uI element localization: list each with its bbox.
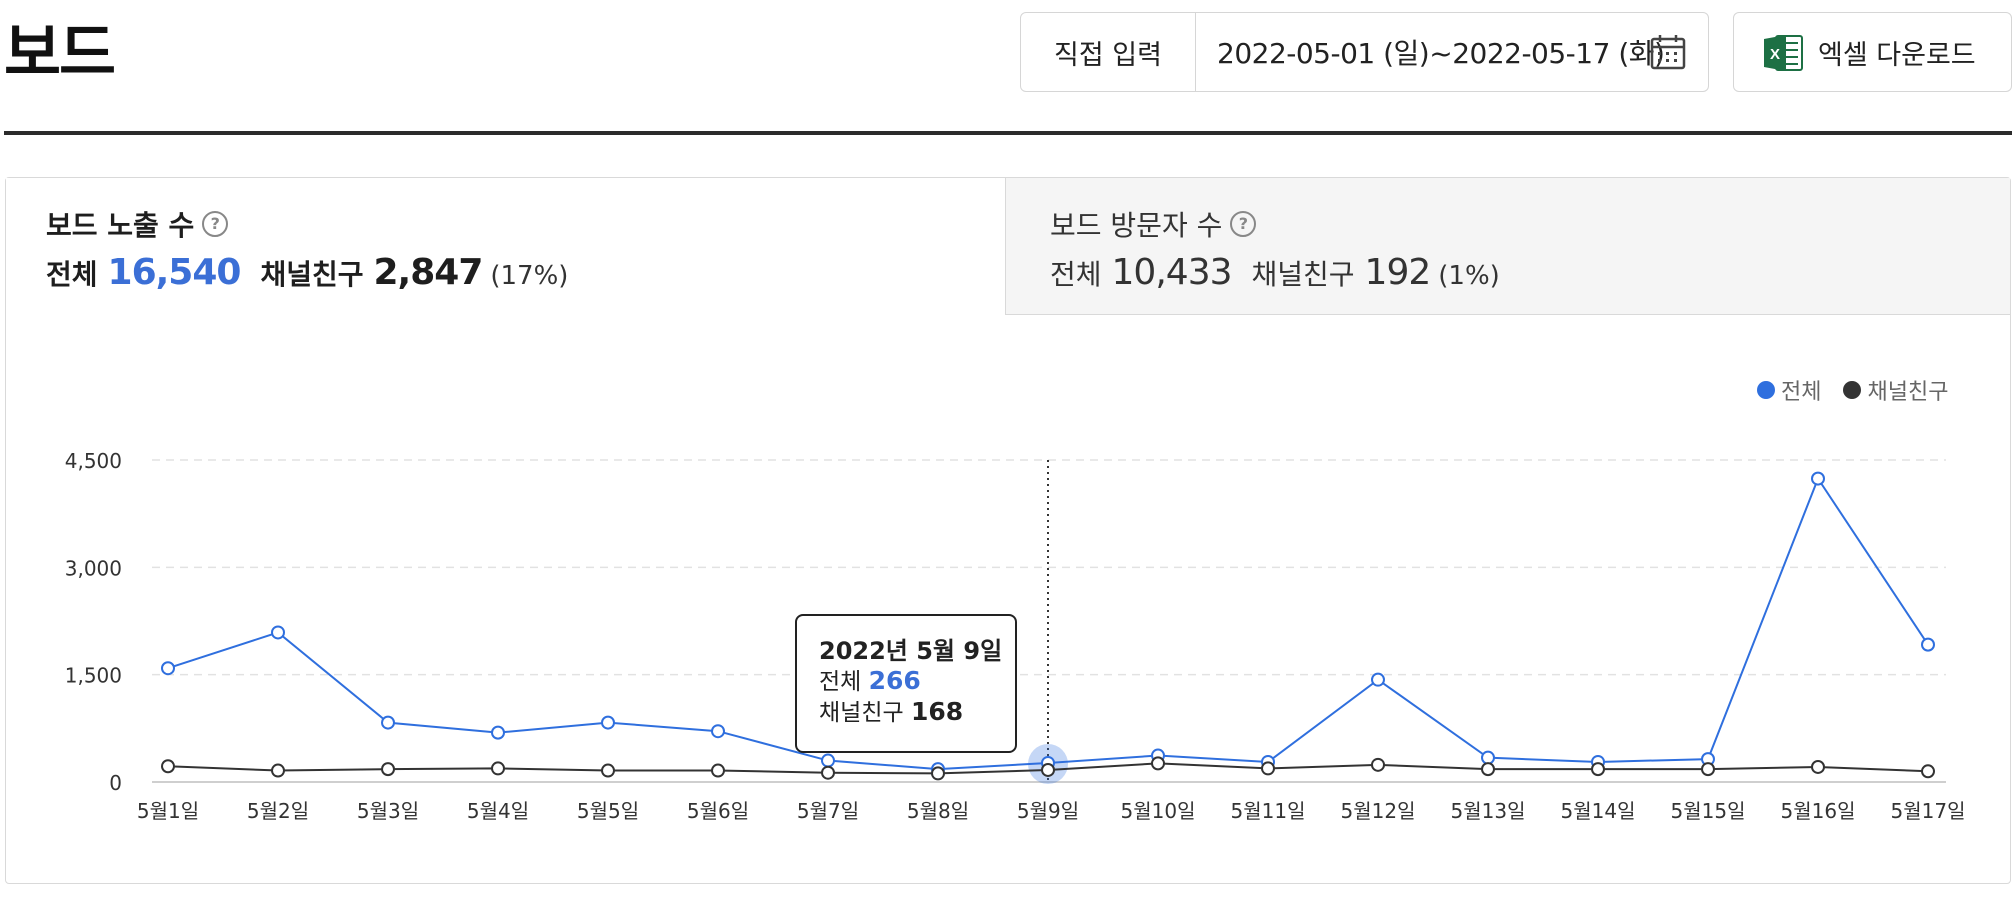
x-tick-label: 5월9일: [1017, 799, 1079, 823]
exposure-friends-pct: (17%): [490, 261, 569, 291]
data-point-total: [1481, 750, 1495, 765]
exposure-title-text: 보드 노출 수: [46, 209, 195, 242]
x-tick-label: 5월12일: [1341, 799, 1416, 823]
help-icon[interactable]: ?: [202, 211, 229, 237]
excel-download-button[interactable]: X 엑셀 다운로드: [1733, 12, 2012, 92]
y-tick-label: 4,500: [65, 449, 122, 473]
data-point-friends: [1811, 759, 1825, 774]
exposure-total-value: 16,540: [107, 252, 242, 293]
data-point-friends: [1921, 764, 1935, 779]
visitors-total-label: 전체: [1050, 258, 1102, 291]
data-point-friends: [601, 763, 615, 778]
data-point-friends: [1041, 762, 1055, 777]
data-point-friends: [381, 762, 395, 777]
data-point-friends: [1701, 762, 1715, 777]
x-tick-label: 5월3일: [357, 799, 419, 823]
y-tick-label: 0: [109, 771, 122, 795]
tab-board-exposure[interactable]: 보드 노출 수 ? 전체 16,540 채널친구 2,847 (17%): [6, 178, 1006, 314]
calendar-icon[interactable]: [1649, 33, 1687, 71]
exposure-values: 전체 16,540 채널친구 2,847 (17%): [46, 252, 568, 293]
tooltip-total-value: 266: [868, 666, 921, 695]
tooltip-total-label: 전체: [819, 669, 862, 695]
x-tick-label: 5월7일: [797, 799, 859, 823]
tab-board-visitors[interactable]: 보드 방문자 수 ? 전체 10,433 채널친구 192 (1%): [1005, 178, 2010, 315]
chart-legend: 전체 채널친구: [1757, 374, 1970, 406]
data-point-friends: [161, 759, 175, 774]
header-divider: [4, 131, 2012, 135]
data-point-friends: [711, 763, 725, 778]
x-tick-label: 5월2일: [247, 799, 309, 823]
visitors-total-value: 10,433: [1111, 252, 1233, 293]
data-point-friends: [931, 766, 945, 781]
data-point-friends: [491, 761, 505, 776]
x-tick-label: 5월14일: [1561, 799, 1636, 823]
visitors-friends-label: 채널친구: [1251, 258, 1355, 291]
x-tick-label: 5월8일: [907, 799, 969, 823]
x-tick-label: 5월1일: [137, 799, 199, 823]
x-tick-label: 5월4일: [467, 799, 529, 823]
data-point-friends: [821, 765, 835, 780]
data-point-friends: [1371, 757, 1385, 772]
legend-dot-total: [1757, 381, 1775, 399]
data-point-total: [601, 715, 615, 730]
data-point-friends: [271, 763, 285, 778]
tooltip-total-row: 전체 266: [819, 666, 1015, 697]
tooltip-friends-value: 168: [910, 697, 964, 726]
legend-dot-friends: [1843, 381, 1862, 399]
data-point-total: [491, 725, 505, 740]
visitors-friends-value: 192: [1364, 252, 1432, 293]
data-point-friends: [1481, 762, 1495, 777]
visitors-values: 전체 10,433 채널친구 192 (1%): [1050, 252, 1500, 293]
legend-label-total: 전체: [1781, 380, 1822, 405]
y-tick-label: 1,500: [65, 664, 122, 688]
legend-item-total[interactable]: 전체: [1757, 374, 1821, 406]
excel-icon: X: [1764, 35, 1803, 71]
x-tick-label: 5월11일: [1231, 799, 1306, 823]
date-range-picker[interactable]: 직접 입력 2022-05-01 (일)~2022-05-17 (화): [1020, 12, 1709, 92]
page-title: 보드: [4, 16, 116, 89]
legend-item-friends[interactable]: 채널친구: [1843, 374, 1948, 406]
y-tick-label: 3,000: [65, 556, 122, 580]
data-point-total: [711, 724, 725, 739]
chart-tooltip: 2022년 5월 9일 전체 266 채널친구 168: [795, 614, 1017, 753]
x-tick-label: 5월13일: [1451, 799, 1526, 823]
date-range-text[interactable]: 2022-05-01 (일)~2022-05-17 (화): [1217, 37, 1665, 70]
exposure-total-label: 전체: [46, 258, 98, 291]
x-tick-label: 5월17일: [1891, 799, 1966, 823]
exposure-friends-value: 2,847: [373, 252, 484, 293]
date-mode-direct-input[interactable]: 직접 입력: [1021, 13, 1196, 91]
help-icon[interactable]: ?: [1230, 211, 1257, 237]
data-point-total: [1921, 637, 1935, 652]
visitors-friends-pct: (1%): [1438, 261, 1500, 291]
x-tick-label: 5월10일: [1121, 799, 1196, 823]
data-point-friends: [1261, 761, 1275, 776]
data-point-friends: [1591, 762, 1605, 777]
tooltip-date: 2022년 5월 9일: [819, 637, 1003, 665]
svg-text:X: X: [1770, 46, 1780, 63]
data-point-total: [1371, 672, 1385, 687]
excel-download-label: 엑셀 다운로드: [1818, 39, 1976, 71]
tooltip-friends-row: 채널친구 168: [819, 697, 1015, 728]
data-point-total: [271, 625, 285, 640]
x-tick-label: 5월6일: [687, 799, 749, 823]
exposure-title: 보드 노출 수 ?: [46, 204, 229, 244]
x-tick-label: 5월15일: [1671, 799, 1746, 823]
legend-label-friends: 채널친구: [1867, 380, 1949, 405]
tooltip-friends-label: 채널친구: [819, 700, 904, 726]
exposure-friends-label: 채널친구: [260, 258, 364, 291]
x-tick-label: 5월5일: [577, 799, 639, 823]
data-point-total: [1811, 471, 1825, 486]
data-point-total: [381, 715, 395, 730]
visitors-title-text: 보드 방문자 수: [1050, 209, 1223, 242]
data-point-friends: [1151, 756, 1165, 771]
visitors-title: 보드 방문자 수 ?: [1050, 204, 1257, 244]
data-point-total: [821, 753, 835, 768]
data-point-total: [161, 661, 175, 676]
x-tick-label: 5월16일: [1781, 799, 1856, 823]
